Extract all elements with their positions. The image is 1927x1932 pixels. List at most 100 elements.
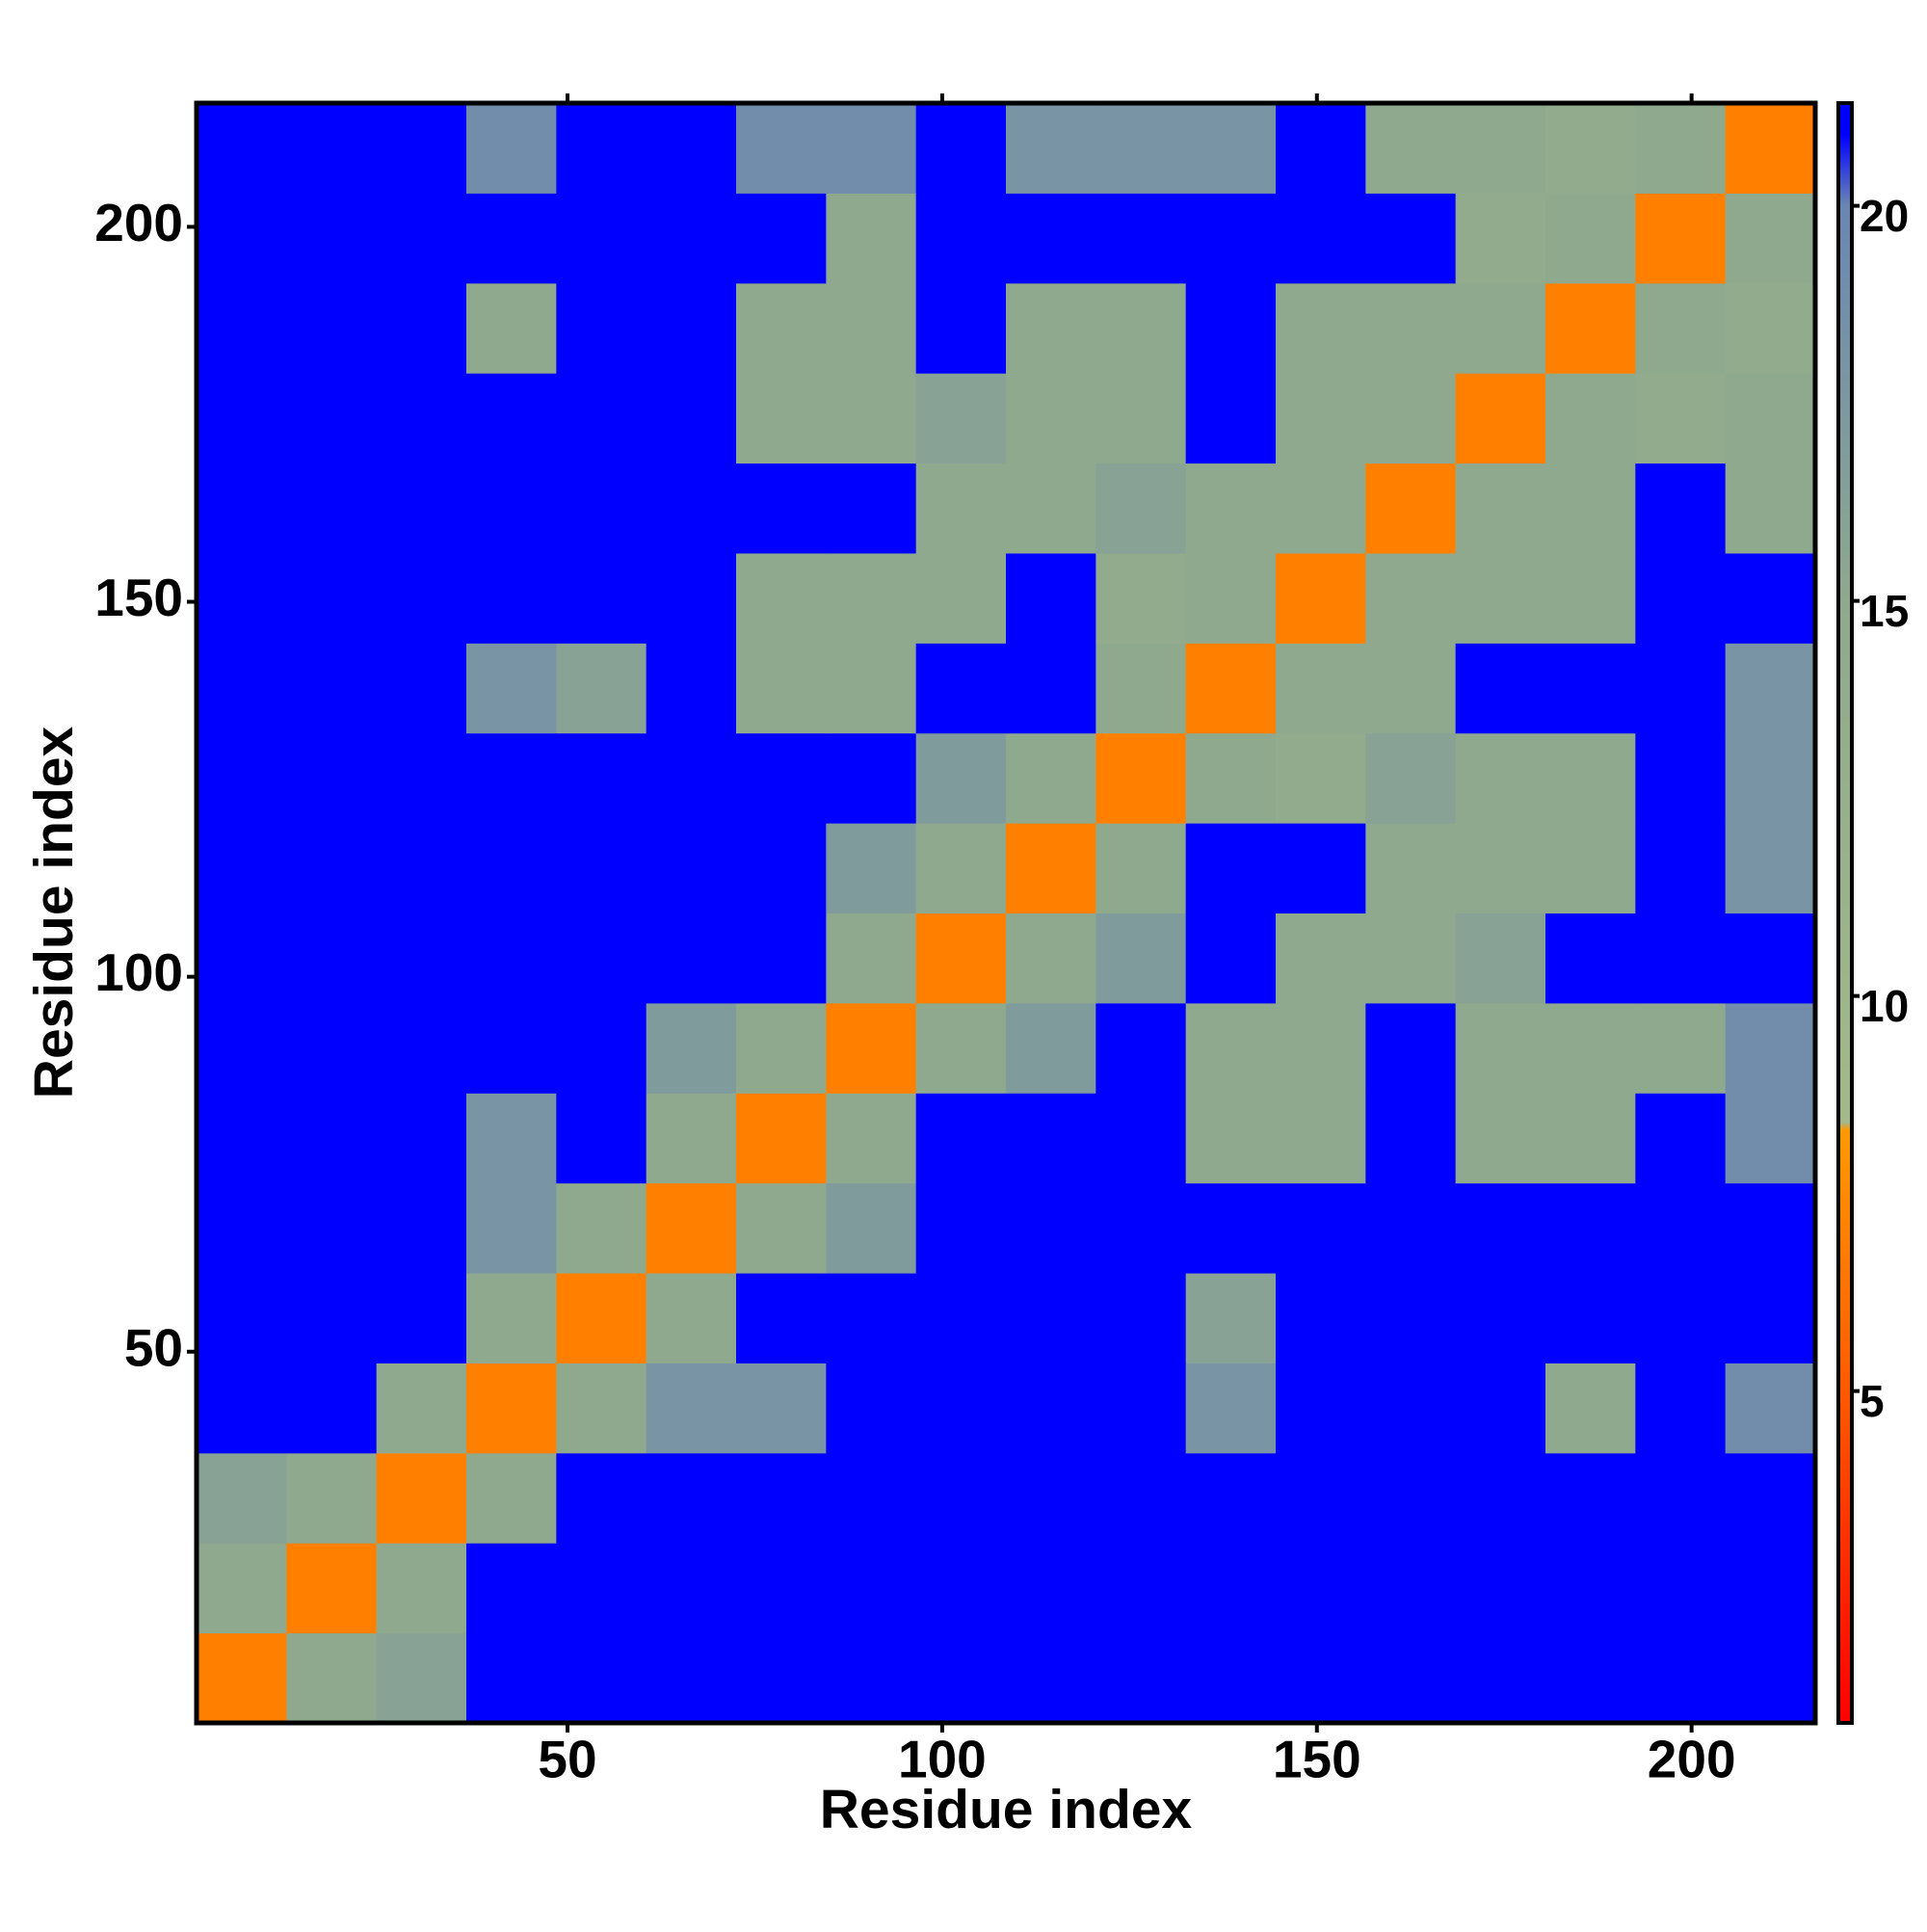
- heatmap-cell: [1455, 282, 1546, 374]
- heatmap-cell: [556, 1452, 647, 1544]
- heatmap-cell: [826, 103, 917, 194]
- heatmap-cell: [1276, 103, 1366, 194]
- heatmap-cell: [1365, 823, 1457, 913]
- heatmap-cell: [1545, 1182, 1636, 1274]
- heatmap-cell: [1006, 1363, 1096, 1454]
- heatmap-cell: [915, 1093, 1007, 1184]
- heatmap-cell: [1185, 1093, 1277, 1184]
- heatmap-cell: [1095, 643, 1187, 734]
- heatmap-cell: [1276, 1363, 1366, 1454]
- heatmap-cell: [1725, 463, 1816, 554]
- heatmap-cell: [1725, 732, 1816, 824]
- heatmap-cell: [1276, 552, 1366, 644]
- heatmap-cell: [1095, 282, 1187, 374]
- heatmap-cell: [1095, 1452, 1187, 1544]
- heatmap-cell: [646, 1632, 737, 1724]
- heatmap-cell: [1455, 1182, 1546, 1274]
- heatmap-cell: [197, 1543, 287, 1634]
- heatmap-cell: [1006, 282, 1096, 374]
- heatmap-cell: [736, 1452, 827, 1544]
- heatmap-cell: [197, 1452, 287, 1544]
- heatmap-cell: [1095, 732, 1187, 824]
- heatmap-cell: [197, 193, 287, 284]
- x-axis-label: Residue index: [820, 1779, 1193, 1840]
- heatmap-cell: [286, 1632, 378, 1724]
- heatmap-cell: [826, 463, 917, 554]
- heatmap-cell: [1545, 1002, 1636, 1094]
- heatmap-cell: [286, 1273, 378, 1363]
- heatmap-cell: [1185, 823, 1277, 913]
- heatmap-cell: [1725, 1632, 1816, 1724]
- heatmap-cell: [1365, 1093, 1457, 1184]
- heatmap-cell: [646, 282, 737, 374]
- heatmap-cell: [1635, 1002, 1727, 1094]
- heatmap-cell: [197, 913, 287, 1004]
- heatmap-cell: [826, 1093, 917, 1184]
- heatmap-cell: [646, 1363, 737, 1454]
- plot-frame: [194, 100, 1818, 1726]
- heatmap-cell: [376, 1182, 467, 1274]
- heatmap-cell: [1635, 193, 1727, 284]
- heatmap-cell: [826, 193, 917, 284]
- heatmap-cell: [1276, 732, 1366, 824]
- heatmap-cell: [1545, 1273, 1636, 1363]
- heatmap-cell: [826, 732, 917, 824]
- heatmap-cell: [1276, 282, 1366, 374]
- heatmap-cell: [197, 643, 287, 734]
- heatmap-cell: [915, 463, 1007, 554]
- heatmap-cell: [1276, 913, 1366, 1004]
- x-tick-label: 100: [898, 1730, 987, 1789]
- heatmap-cell: [376, 1093, 467, 1184]
- heatmap-cell: [1635, 1363, 1727, 1454]
- heatmap-cell: [466, 373, 557, 464]
- heatmap-cell: [1455, 552, 1546, 644]
- heatmap-cell: [466, 193, 557, 284]
- heatmap-cell: [646, 103, 737, 194]
- heatmap-cell: [1365, 1273, 1457, 1363]
- heatmap-cell: [915, 913, 1007, 1004]
- heatmap-cell: [466, 1273, 557, 1363]
- heatmap-cell: [376, 552, 467, 644]
- heatmap-cell: [826, 643, 917, 734]
- heatmap-cell: [1006, 1273, 1096, 1363]
- heatmap-cell: [556, 823, 647, 913]
- heatmap-cell: [1185, 1273, 1277, 1363]
- heatmap-cell: [915, 1002, 1007, 1094]
- heatmap-cell: [286, 463, 378, 554]
- heatmap-cell: [1545, 913, 1636, 1004]
- heatmap-cell: [376, 1452, 467, 1544]
- heatmap-cell: [1006, 1182, 1096, 1274]
- heatmap-cell: [1635, 282, 1727, 374]
- heatmap-cell: [466, 1182, 557, 1274]
- heatmap-cell: [1095, 1182, 1187, 1274]
- heatmap-cell: [1635, 913, 1727, 1004]
- y-tick-label: 100: [94, 942, 183, 1002]
- heatmap-cell: [376, 643, 467, 734]
- heatmap-cell: [826, 552, 917, 644]
- heatmap-cell: [915, 373, 1007, 464]
- heatmap-cell: [736, 1632, 827, 1724]
- heatmap-cell: [736, 823, 827, 913]
- heatmap-cell: [1635, 373, 1727, 464]
- heatmap-cell: [1455, 1002, 1546, 1094]
- heatmap-cell: [1635, 1182, 1727, 1274]
- heatmap-cell: [286, 1002, 378, 1094]
- heatmap-cell: [826, 373, 917, 464]
- heatmap-cell: [1006, 103, 1096, 194]
- heatmap-cell: [197, 282, 287, 374]
- heatmap-cell: [1095, 1093, 1187, 1184]
- heatmap-cell: [197, 1363, 287, 1454]
- heatmap-cell: [915, 1632, 1007, 1724]
- x-tick-label: 50: [538, 1730, 596, 1789]
- heatmap-cell: [197, 552, 287, 644]
- heatmap-cell: [1365, 1452, 1457, 1544]
- heatmap-cell: [556, 282, 647, 374]
- heatmap-cell: [1365, 1363, 1457, 1454]
- heatmap-cell: [556, 103, 647, 194]
- heatmap-cell: [376, 1543, 467, 1634]
- heatmap-cell: [1006, 552, 1096, 644]
- heatmap-cell: [1455, 913, 1546, 1004]
- heatmap-cell: [736, 1182, 827, 1274]
- heatmap-cell: [1455, 1452, 1546, 1544]
